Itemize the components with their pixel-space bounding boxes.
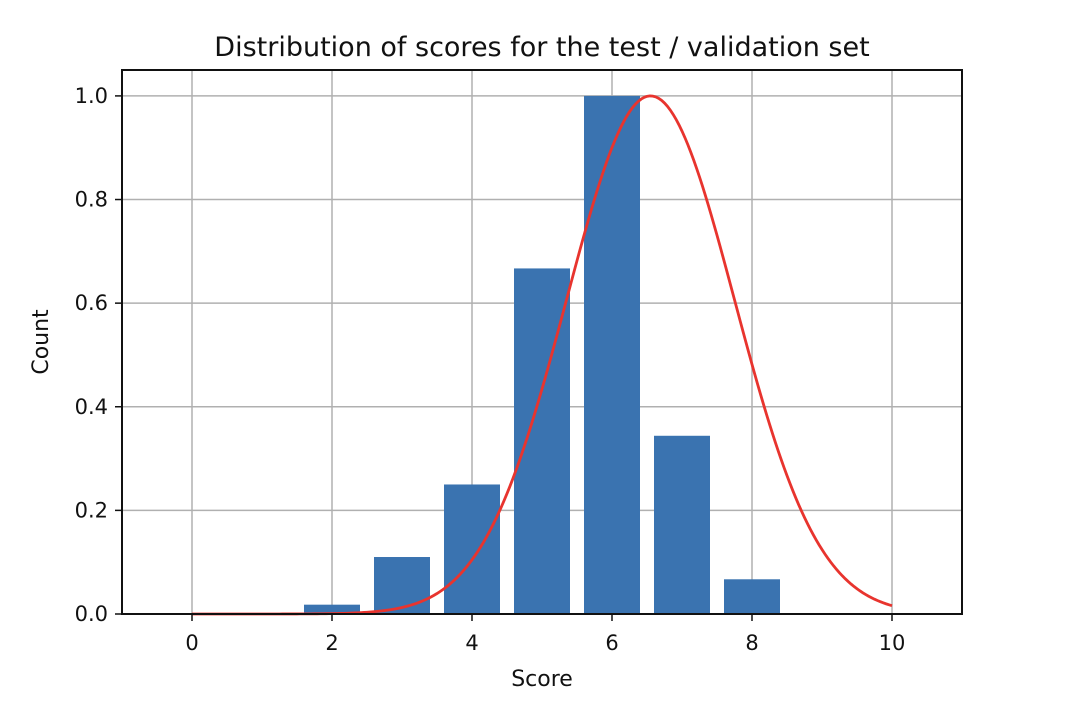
plot-frame	[121, 69, 963, 615]
bar	[724, 579, 780, 614]
x-tick-label: 0	[185, 631, 198, 655]
y-tick-label: 0.0	[75, 602, 108, 626]
x-tick-label: 10	[879, 631, 906, 655]
x-tick-label: 2	[325, 631, 338, 655]
y-tick-label: 0.4	[75, 395, 108, 419]
bar	[444, 484, 500, 614]
x-axis-label: Score	[511, 667, 573, 692]
x-tick-label: 8	[745, 631, 758, 655]
x-tick-label: 6	[605, 631, 618, 655]
bar	[584, 95, 640, 614]
bar	[654, 435, 710, 614]
chart-title: Distribution of scores for the test / va…	[214, 32, 869, 63]
y-tick-label: 1.0	[75, 84, 108, 108]
y-tick-label: 0.8	[75, 188, 108, 212]
bars	[304, 95, 780, 614]
y-tick-label: 0.2	[75, 498, 108, 522]
x-tick-label: 4	[465, 631, 478, 655]
bar	[374, 557, 430, 614]
y-axis-label: Count	[29, 309, 54, 375]
bar	[304, 604, 360, 614]
ticks: 0 2 4 6 8 10 0.0 0.2 0.4 0.6 0.8 1.0	[75, 84, 906, 655]
y-tick-label: 0.6	[75, 291, 108, 315]
